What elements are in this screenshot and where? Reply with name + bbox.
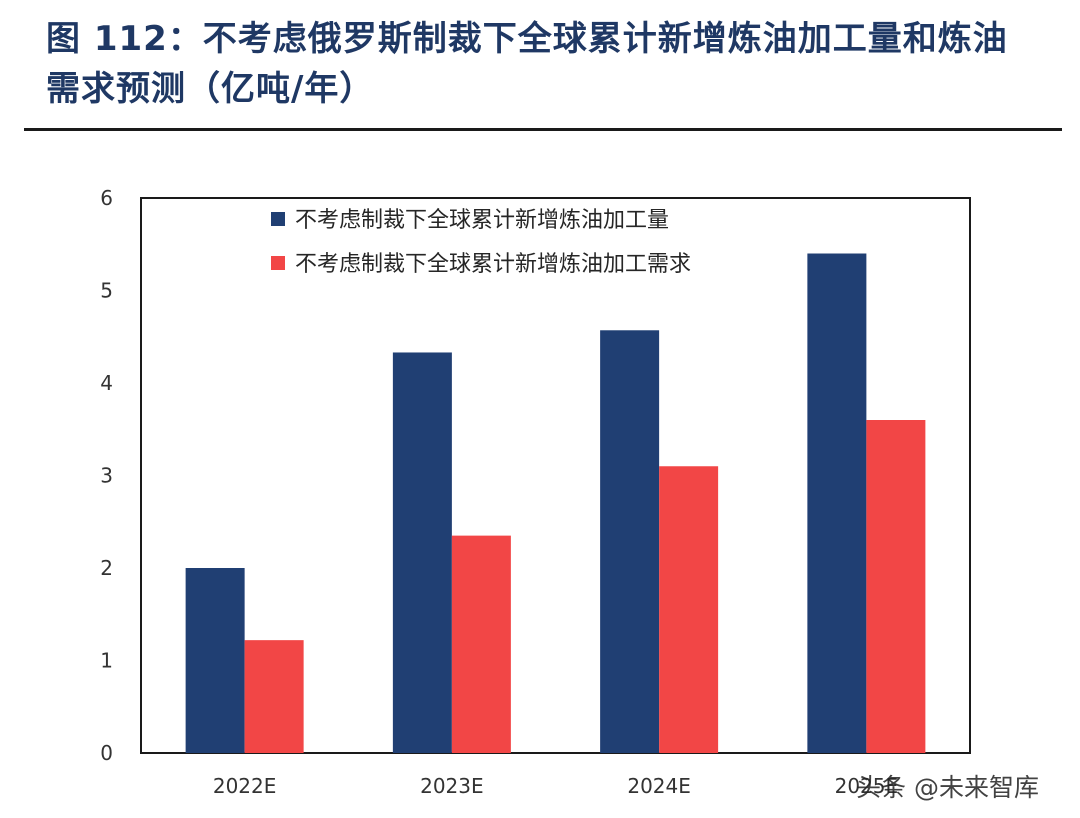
x-tick-label: 2022E bbox=[213, 774, 277, 798]
chart-title-line-2: 需求预测（亿吨/年） bbox=[46, 69, 375, 109]
x-tick-label: 2023E bbox=[420, 774, 484, 798]
y-tick-label: 1 bbox=[100, 649, 113, 673]
bar-series-2 bbox=[866, 420, 926, 753]
legend-label-2: 不考虑制裁下全球累计新增炼油加工需求 bbox=[295, 252, 691, 277]
y-tick-label: 0 bbox=[100, 741, 113, 765]
y-tick-label: 5 bbox=[100, 279, 113, 303]
bar-series-1 bbox=[185, 568, 245, 753]
legend-swatch-1 bbox=[271, 212, 285, 226]
bar-series-1 bbox=[600, 330, 660, 753]
y-tick-label: 6 bbox=[100, 186, 113, 210]
x-tick-label: 2024E bbox=[627, 774, 691, 798]
legend-swatch-2 bbox=[271, 256, 285, 270]
bar-series-2 bbox=[659, 466, 719, 753]
y-tick-label: 3 bbox=[100, 464, 113, 488]
legend-label-1: 不考虑制裁下全球累计新增炼油加工量 bbox=[295, 208, 669, 233]
bar-series-2 bbox=[244, 640, 304, 753]
watermark: 头条 @未来智库 bbox=[856, 773, 1039, 802]
chart-title-line-1: 图 112：不考虑俄罗斯制裁下全球累计新增炼油加工量和炼油 bbox=[46, 19, 1008, 59]
title-divider bbox=[24, 128, 1062, 131]
x-tick-label: 2025E bbox=[835, 774, 899, 798]
bar-series-1 bbox=[807, 253, 867, 753]
y-tick-label: 4 bbox=[100, 371, 113, 395]
chart-title: 图 112：不考虑俄罗斯制裁下全球累计新增炼油加工量和炼油 需求预测（亿吨/年） bbox=[46, 14, 1056, 114]
bar-series-1 bbox=[392, 352, 452, 753]
plot-frame bbox=[140, 197, 971, 754]
y-tick-label: 2 bbox=[100, 556, 113, 580]
bar-series-2 bbox=[451, 535, 511, 753]
